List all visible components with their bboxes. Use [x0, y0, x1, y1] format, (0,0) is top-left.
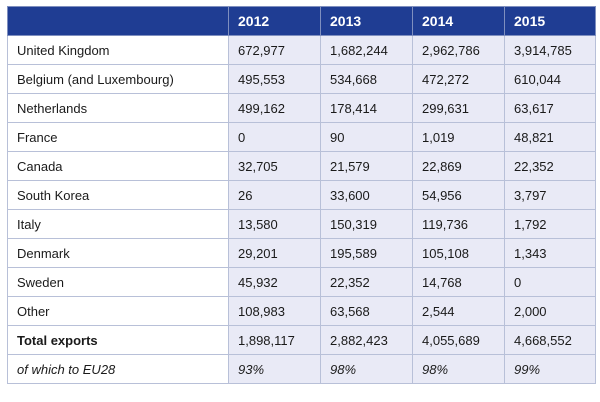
table-row: France 0 90 1,019 48,821 — [7, 122, 596, 152]
header-cell-empty — [7, 6, 229, 36]
value-cell-2014: 4,055,689 — [412, 325, 505, 355]
value-cell-2015: 2,000 — [504, 296, 596, 326]
value-cell-2014: 14,768 — [412, 267, 505, 297]
row-label-cell: Netherlands — [7, 93, 229, 123]
value-cell-2012: 93% — [228, 354, 321, 384]
value-cell-2014: 105,108 — [412, 238, 505, 268]
value-cell-2013: 2,882,423 — [320, 325, 413, 355]
value-cell-2012: 495,553 — [228, 64, 321, 94]
table-row: Total exports 1,898,117 2,882,423 4,055,689… — [7, 325, 596, 355]
value-cell-2015: 0 — [504, 267, 596, 297]
row-label-cell: Italy — [7, 209, 229, 239]
row-label-cell: Denmark — [7, 238, 229, 268]
value-cell-2012: 26 — [228, 180, 321, 210]
table-row: Other 108,983 63,568 2,544 2,000 — [7, 296, 596, 326]
value-cell-2014: 119,736 — [412, 209, 505, 239]
table-body: United Kingdom 672,977 1,682,244 2,962,786 3… — [7, 35, 596, 384]
value-cell-2013: 33,600 — [320, 180, 413, 210]
value-cell-2013: 90 — [320, 122, 413, 152]
value-cell-2015: 1,792 — [504, 209, 596, 239]
table-header: 2012 2013 2014 2015 — [7, 6, 596, 36]
value-cell-2013: 63,568 — [320, 296, 413, 326]
row-label-cell: Sweden — [7, 267, 229, 297]
value-cell-2015: 48,821 — [504, 122, 596, 152]
value-cell-2015: 3,797 — [504, 180, 596, 210]
value-cell-2015: 3,914,785 — [504, 35, 596, 65]
value-cell-2012: 29,201 — [228, 238, 321, 268]
row-label-cell: France — [7, 122, 229, 152]
value-cell-2012: 45,932 — [228, 267, 321, 297]
exports-table: 2012 2013 2014 2015 United Kingdom 672,97… — [7, 6, 596, 384]
table-row: Sweden 45,932 22,352 14,768 0 — [7, 267, 596, 297]
row-label-cell: Belgium (and Luxembourg) — [7, 64, 229, 94]
exports-table-container: 2012 2013 2014 2015 United Kingdom 672,97… — [7, 6, 596, 392]
value-cell-2014: 22,869 — [412, 151, 505, 181]
header-cell-2013: 2013 — [320, 6, 413, 36]
table-row: Belgium (and Luxembourg) 495,553 534,668 47… — [7, 64, 596, 94]
value-cell-2012: 672,977 — [228, 35, 321, 65]
header-row: 2012 2013 2014 2015 — [7, 6, 596, 36]
value-cell-2015: 99% — [504, 354, 596, 384]
value-cell-2012: 499,162 — [228, 93, 321, 123]
row-label-cell: of which to EU28 — [7, 354, 229, 384]
table-row: of which to EU28 93% 98% 98% 99% — [7, 354, 596, 384]
value-cell-2012: 32,705 — [228, 151, 321, 181]
value-cell-2012: 108,983 — [228, 296, 321, 326]
table-row: Italy 13,580 150,319 119,736 1,792 — [7, 209, 596, 239]
value-cell-2012: 1,898,117 — [228, 325, 321, 355]
value-cell-2014: 54,956 — [412, 180, 505, 210]
table-row: United Kingdom 672,977 1,682,244 2,962,786 3… — [7, 35, 596, 65]
value-cell-2013: 1,682,244 — [320, 35, 413, 65]
value-cell-2014: 472,272 — [412, 64, 505, 94]
value-cell-2015: 4,668,552 — [504, 325, 596, 355]
header-cell-2012: 2012 — [228, 6, 321, 36]
value-cell-2013: 195,589 — [320, 238, 413, 268]
table-row: Denmark 29,201 195,589 105,108 1,343 — [7, 238, 596, 268]
value-cell-2014: 2,544 — [412, 296, 505, 326]
value-cell-2013: 98% — [320, 354, 413, 384]
value-cell-2014: 299,631 — [412, 93, 505, 123]
value-cell-2013: 178,414 — [320, 93, 413, 123]
row-label-cell: United Kingdom — [7, 35, 229, 65]
value-cell-2013: 21,579 — [320, 151, 413, 181]
value-cell-2014: 1,019 — [412, 122, 505, 152]
value-cell-2013: 534,668 — [320, 64, 413, 94]
value-cell-2013: 22,352 — [320, 267, 413, 297]
table-row: South Korea 26 33,600 54,956 3,797 — [7, 180, 596, 210]
header-cell-2015: 2015 — [504, 6, 596, 36]
row-label-cell: South Korea — [7, 180, 229, 210]
value-cell-2012: 13,580 — [228, 209, 321, 239]
value-cell-2015: 610,044 — [504, 64, 596, 94]
value-cell-2014: 98% — [412, 354, 505, 384]
table-row: Netherlands 499,162 178,414 299,631 63,617 — [7, 93, 596, 123]
value-cell-2015: 63,617 — [504, 93, 596, 123]
header-cell-2014: 2014 — [412, 6, 505, 36]
value-cell-2015: 22,352 — [504, 151, 596, 181]
value-cell-2015: 1,343 — [504, 238, 596, 268]
table-row: Canada 32,705 21,579 22,869 22,352 — [7, 151, 596, 181]
value-cell-2013: 150,319 — [320, 209, 413, 239]
row-label-cell: Total exports — [7, 325, 229, 355]
value-cell-2014: 2,962,786 — [412, 35, 505, 65]
row-label-cell: Canada — [7, 151, 229, 181]
row-label-cell: Other — [7, 296, 229, 326]
value-cell-2012: 0 — [228, 122, 321, 152]
